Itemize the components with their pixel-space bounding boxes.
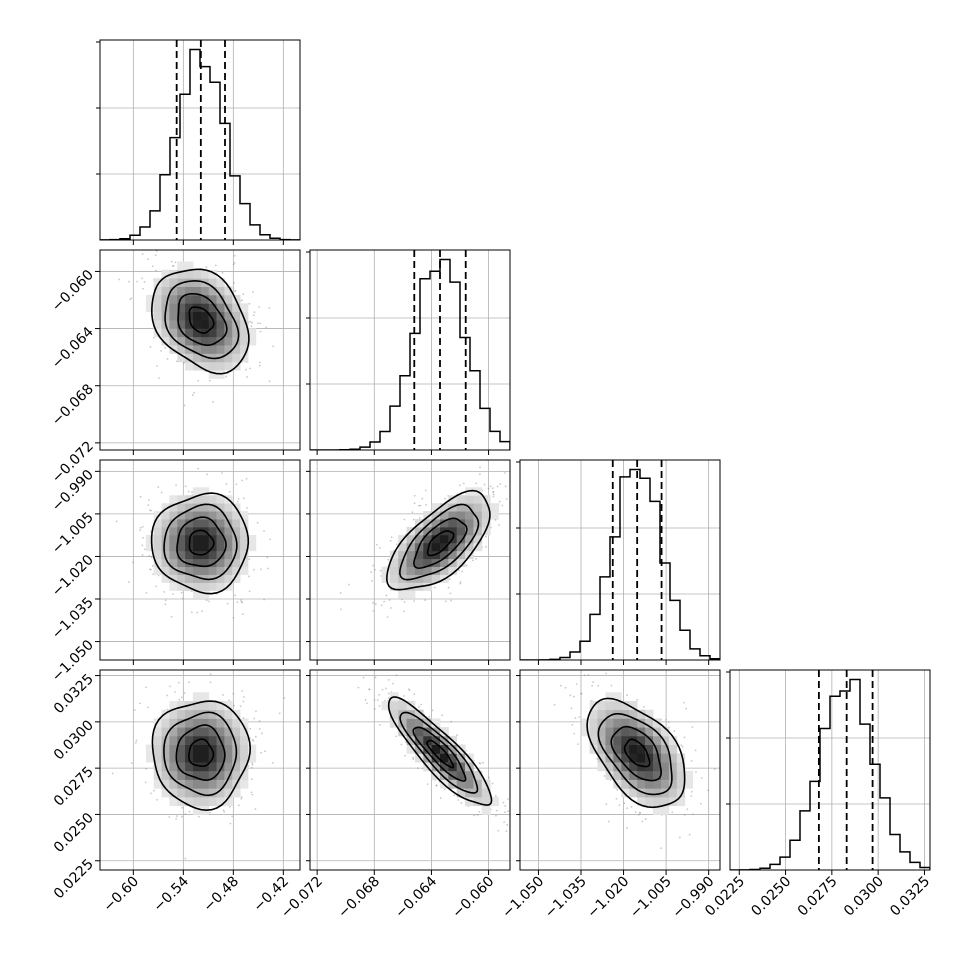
contour-3 — [387, 696, 493, 806]
x-tick-label-2-1: −1.035 — [542, 874, 590, 922]
contour-3 — [151, 700, 252, 812]
contour-1 — [412, 726, 467, 782]
histogram-panel-3: 0.0225 0.0250 0.0275 0.0300 0.0325 — [702, 669, 933, 920]
panel-frame — [309, 249, 511, 451]
y-tick-label-3-3: 0.0300 — [51, 717, 97, 763]
y-tick-label-3-1: 0.0250 — [51, 810, 97, 856]
y-tick-label-1-1: −0.068 — [49, 381, 97, 429]
contour-3 — [386, 489, 491, 591]
histogram-step — [310, 258, 510, 450]
panel-frame — [99, 459, 301, 661]
x-tick-label-2-2: −1.020 — [584, 874, 632, 922]
x-tick-label-3-2: 0.0275 — [795, 874, 841, 920]
y-tick-label-2-1: −1.035 — [49, 595, 97, 643]
contour-2 — [163, 711, 238, 797]
contour-0 — [188, 738, 215, 768]
contour-2 — [163, 503, 238, 581]
scatter-panel-1-0: −0.072−0.068−0.064−0.060 — [49, 249, 301, 486]
panel-frame — [309, 669, 511, 871]
density-cells — [145, 487, 257, 599]
grid-lines — [310, 250, 510, 450]
y-tick-label-1-2: −0.064 — [49, 324, 97, 372]
panel-frame — [309, 459, 511, 661]
x-tick-label-3-4: 0.0325 — [887, 874, 933, 920]
panel-frame — [519, 459, 721, 661]
x-tick-label-1-1: −0.068 — [335, 874, 383, 922]
x-tick-label-0-1: −0.54 — [151, 873, 193, 915]
y-tick-label-2-3: −1.005 — [49, 509, 97, 557]
scatter-panel-2-1 — [306, 459, 511, 665]
y-tick-label-3-0: 0.0225 — [51, 856, 97, 902]
x-tick-label-0-0: −0.60 — [101, 874, 143, 916]
contour-2 — [597, 712, 673, 796]
contour-0 — [623, 738, 651, 768]
contour-2 — [399, 711, 479, 794]
density-cells — [381, 692, 499, 815]
scatter-panel-3-1: −0.072 −0.068 −0.064 −0.060 — [278, 669, 511, 922]
histogram-panel-1 — [306, 249, 511, 455]
y-tick-label-1-3: −0.060 — [49, 267, 97, 315]
contour-1 — [175, 724, 226, 781]
panel-frame — [99, 669, 301, 871]
density-cells — [145, 692, 257, 815]
x-tick-label-2-0: −1.050 — [499, 874, 547, 922]
y-tick-label-3-2: 0.0275 — [51, 764, 97, 810]
contour-1 — [176, 516, 227, 568]
x-tick-label-2-3: −1.005 — [627, 874, 675, 922]
grid-lines — [310, 670, 510, 870]
y-tick-label-2-2: −1.020 — [49, 552, 97, 600]
contour-0 — [188, 306, 215, 334]
panel-frame — [729, 669, 931, 871]
x-tick-label-1-2: −0.064 — [392, 873, 440, 921]
scatter-panel-3-0: −0.60 −0.54 −0.48 −0.420.02250.02500.02750.… — [51, 669, 301, 916]
panel-frame — [519, 669, 721, 871]
panel-frame — [99, 249, 301, 451]
x-tick-label-3-1: 0.0250 — [748, 874, 794, 920]
contour-0 — [188, 529, 215, 556]
histogram-step — [520, 468, 720, 660]
contour-0 — [426, 739, 455, 769]
contour-3 — [586, 697, 686, 809]
x-tick-label-0-2: −0.48 — [201, 874, 243, 916]
contour-3 — [150, 268, 250, 375]
histogram-panel-2 — [516, 459, 721, 665]
density-cells — [145, 261, 257, 379]
contour-1 — [177, 292, 228, 347]
x-tick-label-3-3: 0.0300 — [841, 874, 887, 920]
contour-2 — [164, 280, 240, 360]
panel-frame — [99, 39, 301, 241]
grid-lines — [730, 670, 930, 870]
contour-1 — [413, 517, 468, 569]
contour-1 — [610, 725, 662, 782]
histogram-step — [100, 48, 300, 240]
scatter-panel-2-0: −1.050−1.035−1.020−1.005−0.990 — [49, 459, 301, 685]
histogram-step — [730, 678, 930, 870]
scatter-panel-3-2: −1.050−1.035−1.020−1.005−0.990 — [499, 669, 721, 922]
histogram-panel-0 — [96, 39, 301, 245]
grid-lines — [100, 460, 300, 660]
grid-lines — [520, 460, 720, 660]
contour-0 — [426, 530, 455, 557]
contour-2 — [399, 503, 480, 581]
x-tick-label-1-3: −0.060 — [449, 874, 497, 922]
contour-3 — [150, 492, 250, 595]
